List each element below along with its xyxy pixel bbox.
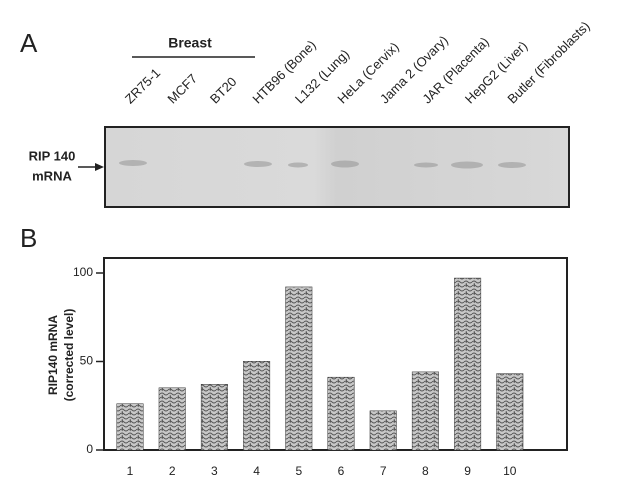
bar <box>286 287 312 450</box>
panel-label: A <box>20 28 38 58</box>
x-tick-label: 1 <box>127 464 134 478</box>
bar <box>328 377 354 450</box>
row-label: mRNA <box>32 168 72 183</box>
bar <box>244 362 270 451</box>
x-tick-label: 3 <box>211 464 218 478</box>
y-axis-label: RIP140 mRNA <box>46 315 60 395</box>
lane-label: BT20 <box>207 74 240 107</box>
bar <box>117 404 143 450</box>
panel-label: B <box>20 223 37 253</box>
x-tick-label: 10 <box>503 464 517 478</box>
bar <box>201 385 227 450</box>
bar <box>159 388 185 450</box>
bar <box>412 372 438 450</box>
group-label: Breast <box>168 35 212 51</box>
y-tick-label: 0 <box>86 442 93 456</box>
x-tick-label: 7 <box>380 464 387 478</box>
row-label: RIP 140 <box>29 148 76 163</box>
lane-label: MCF7 <box>164 71 200 107</box>
x-tick-label: 2 <box>169 464 176 478</box>
y-tick-label: 50 <box>80 354 94 368</box>
y-tick-label: 100 <box>73 265 93 279</box>
bar <box>370 411 396 450</box>
x-tick-label: 9 <box>464 464 471 478</box>
x-tick-label: 5 <box>295 464 302 478</box>
bar <box>497 374 523 450</box>
y-axis-label: (corrected level) <box>62 309 76 402</box>
x-tick-label: 4 <box>253 464 260 478</box>
bar <box>455 278 481 450</box>
chart: 0 50 100 1 2 3 4 5 6 7 8 9 10 <box>73 265 523 478</box>
lane-label: ZR75-1 <box>122 65 163 106</box>
lane-label: Butler (Fibroblasts) <box>504 18 592 106</box>
x-tick-label: 8 <box>422 464 429 478</box>
figure: A Breast ZR75-1MCF7BT20HTB96 (Bone)L132 … <box>0 0 625 482</box>
blot <box>105 127 569 207</box>
arrow-head <box>95 163 104 171</box>
page: A Breast ZR75-1MCF7BT20HTB96 (Bone)L132 … <box>0 0 625 487</box>
x-tick-label: 6 <box>338 464 345 478</box>
